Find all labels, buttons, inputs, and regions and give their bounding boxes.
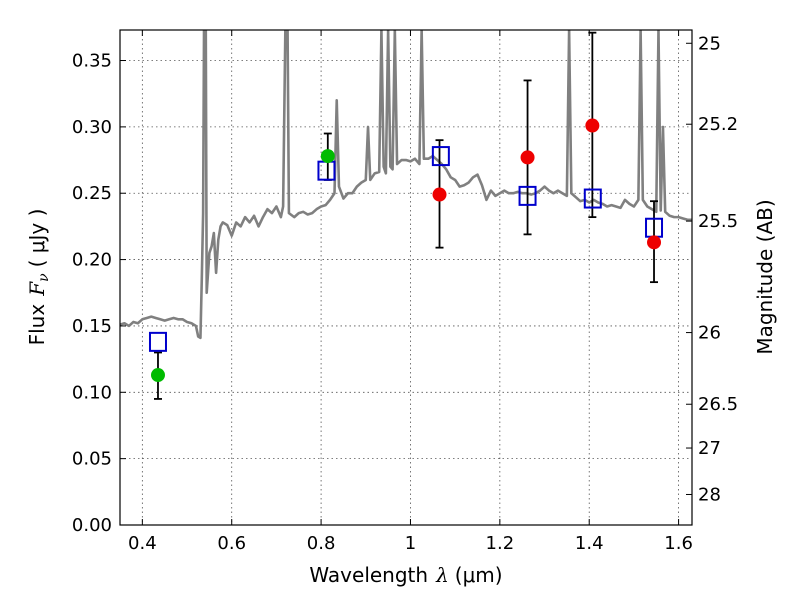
red-data-point [647,235,662,250]
x-tick-label: 1.6 [664,533,693,554]
x-tick-label: 1.2 [486,533,515,554]
red-data-point [520,150,535,165]
plot-frame [119,29,693,526]
model-spectrum-line [120,30,692,340]
y2-tick-label: 25.2 [698,114,738,135]
x-tick-label: 0.6 [217,533,246,554]
x-tick-label: 0.4 [128,533,157,554]
data-layer [120,30,692,340]
x-tick-label: 1.4 [575,533,604,554]
y-axis-title: Flux Fν ( μJy ) [25,209,52,346]
y2-tick-label: 25.5 [698,211,738,232]
y2-tick-label: 26 [698,323,721,344]
y-tick-label: 0.10 [72,382,112,403]
y2-tick-label: 25 [698,33,721,54]
x-tick-label: 1 [405,533,416,554]
green-data-point [150,368,165,383]
marker-layer [148,31,664,400]
green-data-point [320,149,335,164]
y-tick-label: 0.05 [72,449,112,470]
y-tick-label: 0.15 [72,316,112,337]
plot-background [120,30,692,525]
x-tick-label: 0.8 [307,533,336,554]
tick-marks [120,30,692,526]
red-data-point [432,187,447,202]
model-photometry-square [431,146,450,167]
x-axis-label: Wavelength [309,563,428,587]
model-photometry-square [583,188,602,209]
y-axis-label: Flux [25,304,49,346]
y-axis-unit: ( μJy ) [25,209,49,268]
y-axis-subscript: ν [36,273,52,282]
model-photometry-square [518,185,537,206]
y-tick-label: 0.00 [72,515,112,536]
y-tick-label: 0.20 [72,250,112,271]
red-data-point [585,118,600,133]
y-tick-label: 0.30 [72,117,112,138]
x-axis-unit: (μm) [455,563,503,587]
x-axis-symbol: λ [435,563,449,587]
y2-tick-label: 27 [698,438,721,459]
y2-tick-label: 26.5 [698,394,738,415]
model-photometry-square [148,331,167,352]
y-axis-symbol: F [25,281,49,297]
y-tick-label: 0.25 [72,183,112,204]
y2-axis-title: Magnitude (AB) [753,199,777,354]
y2-tick-label: 28 [698,484,721,505]
y-tick-label: 0.35 [72,51,112,72]
x-axis-title: Wavelength λ (μm) [309,563,502,587]
